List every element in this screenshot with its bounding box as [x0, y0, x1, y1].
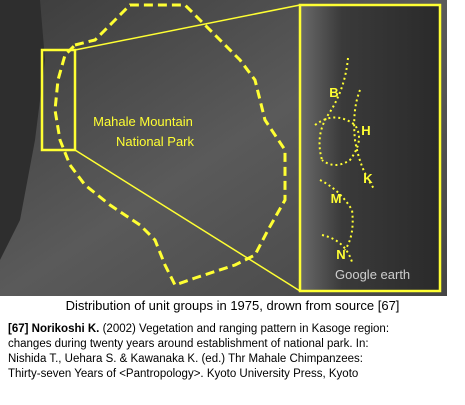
- satellite-map: Mahale Mountain National Park B H K M N …: [0, 0, 447, 296]
- reference-line: changes during twenty years around estab…: [8, 338, 369, 350]
- inset-box: [298, 3, 442, 293]
- park-name: Mahale Mountain: [93, 114, 193, 129]
- group-label: M: [331, 191, 342, 206]
- reference-tag: [67] Norikoshi K.: [8, 323, 100, 335]
- reference: [67] Norikoshi K. (2002) Vegetation and …: [8, 322, 463, 382]
- caption: Distribution of unit groups in 1975, dro…: [65, 298, 400, 313]
- inset-image: [300, 5, 440, 291]
- group-label: K: [363, 171, 373, 186]
- park-name: National Park: [116, 134, 195, 149]
- watermark: Google earth: [335, 267, 410, 282]
- group-label: H: [361, 123, 370, 138]
- connector: [74, 149, 301, 292]
- reference-line: [67] Norikoshi K. (2002) Vegetation and …: [8, 322, 463, 337]
- connector: [74, 4, 301, 51]
- reference-line: Nishida T., Uehara S. & Kawanaka K. (ed.…: [8, 353, 363, 365]
- reference-line: Thirty-seven Years of <Pantropology>. Ky…: [8, 368, 359, 380]
- focus-box: [40, 48, 77, 152]
- reference-text: (2002) Vegetation and ranging pattern in…: [102, 323, 390, 335]
- lake-area: [0, 0, 45, 260]
- group-label: N: [336, 247, 345, 262]
- group-ranges: [314, 57, 376, 263]
- group-label: B: [329, 85, 338, 100]
- park-boundary: [53, 3, 287, 287]
